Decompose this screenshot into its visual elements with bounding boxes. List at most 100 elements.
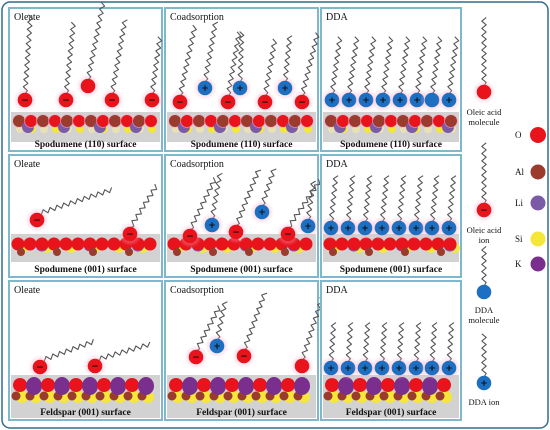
atom-k xyxy=(110,377,126,395)
atom-al xyxy=(173,248,181,256)
alkyl-tail xyxy=(346,175,356,223)
alkyl-tail xyxy=(178,24,197,97)
adsorbed-molecule: − xyxy=(224,169,262,244)
atom-o xyxy=(431,237,445,251)
adsorbed-molecule: + xyxy=(337,36,361,112)
atom-o xyxy=(383,237,397,251)
charge-sign: + xyxy=(327,224,335,234)
alkyl-tail xyxy=(430,175,440,223)
legend-dda-molecule-symbol xyxy=(476,245,492,300)
charge-sign: + xyxy=(378,364,386,374)
charge-sign: − xyxy=(108,96,116,106)
adsorbed-molecule: + xyxy=(420,322,444,380)
legend-oleic-acid-molecule: Oleic acid molecule xyxy=(467,17,502,127)
charge-sign: + xyxy=(361,364,369,374)
atom-al xyxy=(167,391,177,401)
atom-al xyxy=(17,248,25,256)
adsorbed-molecule xyxy=(76,1,106,98)
charge-sign: − xyxy=(192,353,200,363)
head-group xyxy=(357,220,373,236)
head-group xyxy=(182,228,198,244)
charge-sign: − xyxy=(33,216,41,226)
head-group xyxy=(341,92,357,108)
charge-sign: + xyxy=(445,224,453,234)
charge-sign: − xyxy=(21,96,29,106)
adsorbed-molecule: − xyxy=(100,19,128,112)
atom-al xyxy=(407,391,417,401)
head-group xyxy=(254,204,270,220)
surface-atoms xyxy=(323,237,460,256)
adsorbed-molecule: + xyxy=(371,36,395,112)
adsorbed-molecule: − xyxy=(168,24,197,114)
alkyl-tail xyxy=(150,36,163,95)
adsorbed-molecule xyxy=(420,36,444,112)
charge-sign: + xyxy=(395,224,403,234)
adsorbed-molecules: − − − − xyxy=(13,1,164,112)
adsorbed-molecule: + xyxy=(336,322,360,380)
atom-al xyxy=(209,248,217,256)
alkyl-tail xyxy=(414,175,424,223)
adsorbed-molecule: + xyxy=(250,168,277,224)
charge-sign: + xyxy=(413,96,421,106)
atom-swatch-Al xyxy=(530,164,546,180)
atom-o xyxy=(409,378,423,392)
adsorbed-molecule: + xyxy=(200,172,224,237)
charge-sign: + xyxy=(428,224,436,234)
surface-label: Feldspar (001) surface xyxy=(346,407,437,418)
adsorbed-molecule: − xyxy=(140,36,164,112)
alkyl-tail xyxy=(364,36,377,95)
head-group xyxy=(374,360,390,376)
panel-title: DDA xyxy=(326,12,348,23)
head-group xyxy=(476,284,492,300)
alkyl-tail xyxy=(243,292,268,351)
charge-sign: + xyxy=(379,96,387,106)
alkyl-tail xyxy=(287,178,321,229)
atom-o xyxy=(181,115,193,127)
atom-o xyxy=(125,378,139,392)
atom-o xyxy=(225,378,239,392)
adsorbed-molecule: − xyxy=(28,339,94,379)
head-group xyxy=(87,358,103,374)
legend-label-line2: molecule xyxy=(468,315,499,325)
panel-oleate-spodumene-001: Oleate −− Spodumene (001) surface xyxy=(8,154,163,278)
head-group xyxy=(197,80,213,96)
atom-al xyxy=(435,391,445,401)
atom-o xyxy=(41,378,55,392)
atom-al xyxy=(289,115,301,127)
atom-o xyxy=(409,115,421,127)
atom-o xyxy=(347,237,361,251)
atom-al xyxy=(349,115,361,127)
alkyl-tail xyxy=(210,172,223,220)
atom-al xyxy=(329,248,337,256)
head-group xyxy=(17,92,33,108)
alkyl-tail xyxy=(237,31,245,83)
atom-o xyxy=(381,378,395,392)
alkyl-tail xyxy=(203,21,219,83)
atom-al xyxy=(223,391,233,401)
adsorbed-molecule: + xyxy=(354,36,378,112)
charge-sign: − xyxy=(240,352,248,362)
alkyl-tail xyxy=(86,1,106,81)
adsorbed-molecule: + xyxy=(319,322,343,380)
head-group xyxy=(257,94,273,110)
surface-label: Spodumene (110) surface xyxy=(35,139,137,150)
charge-sign: + xyxy=(327,364,335,374)
atom-al xyxy=(245,248,253,256)
alkyl-tail xyxy=(362,322,371,363)
atom-o xyxy=(419,237,433,251)
charge-sign: − xyxy=(224,98,232,108)
atom-swatch-O xyxy=(530,127,546,143)
head-group xyxy=(122,226,138,242)
atom-al xyxy=(401,248,409,256)
head-group xyxy=(280,226,296,242)
head-group xyxy=(424,92,440,108)
alkyl-tail xyxy=(39,339,94,363)
head-group xyxy=(277,80,293,96)
panel-title: Coadsorption xyxy=(170,159,224,170)
head-group xyxy=(204,217,220,233)
head-group xyxy=(324,92,340,108)
atom-o xyxy=(95,237,109,251)
legend-dda-ion: + DDA ion xyxy=(469,333,500,407)
adsorbed-molecules: −− xyxy=(25,183,158,246)
